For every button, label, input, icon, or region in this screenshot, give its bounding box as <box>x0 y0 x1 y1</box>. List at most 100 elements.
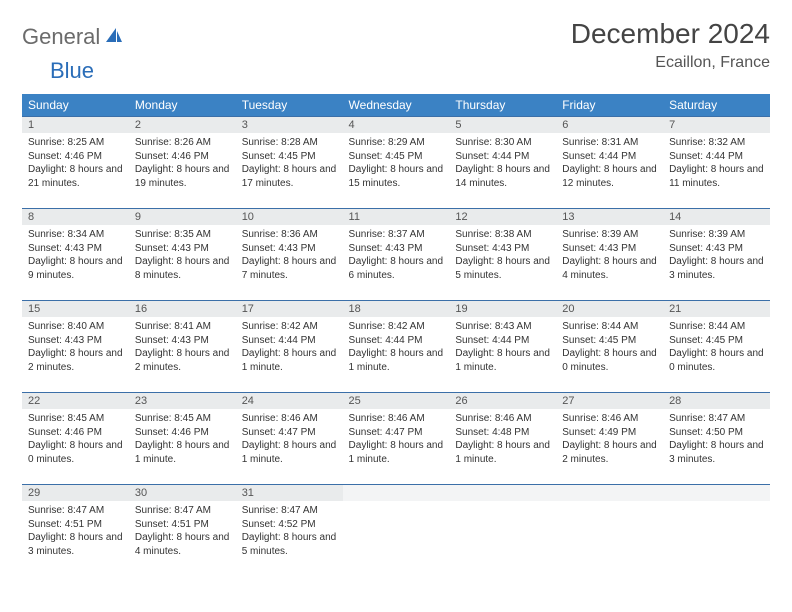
day-details: Sunrise: 8:37 AMSunset: 4:43 PMDaylight:… <box>343 225 450 285</box>
day-number: 17 <box>236 301 343 317</box>
daylight-text: Daylight: 8 hours and 17 minutes. <box>242 163 337 190</box>
calendar-day-cell: 14Sunrise: 8:39 AMSunset: 4:43 PMDayligh… <box>663 209 770 301</box>
sunset-text: Sunset: 4:44 PM <box>562 150 657 164</box>
day-number: 8 <box>22 209 129 225</box>
weekday-header: Tuesday <box>236 94 343 117</box>
day-details: Sunrise: 8:47 AMSunset: 4:51 PMDaylight:… <box>22 501 129 561</box>
calendar-week-row: 15Sunrise: 8:40 AMSunset: 4:43 PMDayligh… <box>22 301 770 393</box>
logo-word1: General <box>22 24 100 50</box>
day-details: Sunrise: 8:39 AMSunset: 4:43 PMDaylight:… <box>663 225 770 285</box>
sunset-text: Sunset: 4:44 PM <box>669 150 764 164</box>
sunset-text: Sunset: 4:51 PM <box>28 518 123 532</box>
sunrise-text: Sunrise: 8:40 AM <box>28 320 123 334</box>
sunrise-text: Sunrise: 8:46 AM <box>349 412 444 426</box>
sunrise-text: Sunrise: 8:41 AM <box>135 320 230 334</box>
calendar-day-cell: 19Sunrise: 8:43 AMSunset: 4:44 PMDayligh… <box>449 301 556 393</box>
sunset-text: Sunset: 4:47 PM <box>242 426 337 440</box>
calendar-day-cell: 20Sunrise: 8:44 AMSunset: 4:45 PMDayligh… <box>556 301 663 393</box>
daylight-text: Daylight: 8 hours and 1 minute. <box>135 439 230 466</box>
daylight-text: Daylight: 8 hours and 15 minutes. <box>349 163 444 190</box>
day-number: 19 <box>449 301 556 317</box>
daylight-text: Daylight: 8 hours and 4 minutes. <box>562 255 657 282</box>
daylight-text: Daylight: 8 hours and 1 minute. <box>349 439 444 466</box>
calendar-empty-cell <box>449 485 556 577</box>
day-details: Sunrise: 8:46 AMSunset: 4:49 PMDaylight:… <box>556 409 663 469</box>
calendar-day-cell: 16Sunrise: 8:41 AMSunset: 4:43 PMDayligh… <box>129 301 236 393</box>
calendar-day-cell: 29Sunrise: 8:47 AMSunset: 4:51 PMDayligh… <box>22 485 129 577</box>
weekday-header: Friday <box>556 94 663 117</box>
daylight-text: Daylight: 8 hours and 5 minutes. <box>455 255 550 282</box>
sunset-text: Sunset: 4:43 PM <box>28 242 123 256</box>
sunset-text: Sunset: 4:46 PM <box>28 150 123 164</box>
day-details: Sunrise: 8:42 AMSunset: 4:44 PMDaylight:… <box>343 317 450 377</box>
day-number: 6 <box>556 117 663 133</box>
daylight-text: Daylight: 8 hours and 11 minutes. <box>669 163 764 190</box>
sunrise-text: Sunrise: 8:32 AM <box>669 136 764 150</box>
sunset-text: Sunset: 4:43 PM <box>135 334 230 348</box>
sunset-text: Sunset: 4:44 PM <box>349 334 444 348</box>
calendar-day-cell: 30Sunrise: 8:47 AMSunset: 4:51 PMDayligh… <box>129 485 236 577</box>
sunset-text: Sunset: 4:43 PM <box>242 242 337 256</box>
calendar-day-cell: 26Sunrise: 8:46 AMSunset: 4:48 PMDayligh… <box>449 393 556 485</box>
day-details: Sunrise: 8:43 AMSunset: 4:44 PMDaylight:… <box>449 317 556 377</box>
day-details: Sunrise: 8:40 AMSunset: 4:43 PMDaylight:… <box>22 317 129 377</box>
sunrise-text: Sunrise: 8:39 AM <box>669 228 764 242</box>
sunset-text: Sunset: 4:49 PM <box>562 426 657 440</box>
calendar-table: SundayMondayTuesdayWednesdayThursdayFrid… <box>22 94 770 577</box>
day-number: 18 <box>343 301 450 317</box>
weekday-header-row: SundayMondayTuesdayWednesdayThursdayFrid… <box>22 94 770 117</box>
daylight-text: Daylight: 8 hours and 0 minutes. <box>669 347 764 374</box>
sunset-text: Sunset: 4:43 PM <box>669 242 764 256</box>
day-details: Sunrise: 8:47 AMSunset: 4:50 PMDaylight:… <box>663 409 770 469</box>
daylight-text: Daylight: 8 hours and 1 minute. <box>349 347 444 374</box>
day-number: 2 <box>129 117 236 133</box>
calendar-day-cell: 5Sunrise: 8:30 AMSunset: 4:44 PMDaylight… <box>449 117 556 209</box>
logo: General <box>22 18 126 50</box>
calendar-day-cell: 24Sunrise: 8:46 AMSunset: 4:47 PMDayligh… <box>236 393 343 485</box>
day-number: 5 <box>449 117 556 133</box>
sunset-text: Sunset: 4:46 PM <box>135 426 230 440</box>
daylight-text: Daylight: 8 hours and 21 minutes. <box>28 163 123 190</box>
sunrise-text: Sunrise: 8:42 AM <box>242 320 337 334</box>
sunset-text: Sunset: 4:50 PM <box>669 426 764 440</box>
day-number: 15 <box>22 301 129 317</box>
day-details: Sunrise: 8:44 AMSunset: 4:45 PMDaylight:… <box>556 317 663 377</box>
month-title: December 2024 <box>571 18 770 50</box>
sunset-text: Sunset: 4:43 PM <box>349 242 444 256</box>
day-number: 14 <box>663 209 770 225</box>
sunrise-text: Sunrise: 8:46 AM <box>242 412 337 426</box>
sunrise-text: Sunrise: 8:46 AM <box>455 412 550 426</box>
day-details: Sunrise: 8:25 AMSunset: 4:46 PMDaylight:… <box>22 133 129 193</box>
sunrise-text: Sunrise: 8:47 AM <box>242 504 337 518</box>
calendar-week-row: 22Sunrise: 8:45 AMSunset: 4:46 PMDayligh… <box>22 393 770 485</box>
calendar-day-cell: 2Sunrise: 8:26 AMSunset: 4:46 PMDaylight… <box>129 117 236 209</box>
calendar-day-cell: 1Sunrise: 8:25 AMSunset: 4:46 PMDaylight… <box>22 117 129 209</box>
day-details: Sunrise: 8:31 AMSunset: 4:44 PMDaylight:… <box>556 133 663 193</box>
day-details: Sunrise: 8:32 AMSunset: 4:44 PMDaylight:… <box>663 133 770 193</box>
sunset-text: Sunset: 4:44 PM <box>242 334 337 348</box>
day-number: 16 <box>129 301 236 317</box>
calendar-day-cell: 12Sunrise: 8:38 AMSunset: 4:43 PMDayligh… <box>449 209 556 301</box>
sunrise-text: Sunrise: 8:29 AM <box>349 136 444 150</box>
sunrise-text: Sunrise: 8:31 AM <box>562 136 657 150</box>
sunrise-text: Sunrise: 8:38 AM <box>455 228 550 242</box>
sunset-text: Sunset: 4:45 PM <box>669 334 764 348</box>
sunset-text: Sunset: 4:44 PM <box>455 334 550 348</box>
weekday-header: Monday <box>129 94 236 117</box>
calendar-empty-cell <box>343 485 450 577</box>
calendar-day-cell: 15Sunrise: 8:40 AMSunset: 4:43 PMDayligh… <box>22 301 129 393</box>
sunrise-text: Sunrise: 8:45 AM <box>135 412 230 426</box>
calendar-day-cell: 27Sunrise: 8:46 AMSunset: 4:49 PMDayligh… <box>556 393 663 485</box>
weekday-header: Thursday <box>449 94 556 117</box>
day-number: 7 <box>663 117 770 133</box>
sunset-text: Sunset: 4:44 PM <box>455 150 550 164</box>
calendar-day-cell: 9Sunrise: 8:35 AMSunset: 4:43 PMDaylight… <box>129 209 236 301</box>
day-number: 29 <box>22 485 129 501</box>
day-details: Sunrise: 8:30 AMSunset: 4:44 PMDaylight:… <box>449 133 556 193</box>
day-number: 23 <box>129 393 236 409</box>
day-details: Sunrise: 8:46 AMSunset: 4:48 PMDaylight:… <box>449 409 556 469</box>
sunrise-text: Sunrise: 8:47 AM <box>135 504 230 518</box>
day-details: Sunrise: 8:44 AMSunset: 4:45 PMDaylight:… <box>663 317 770 377</box>
day-details: Sunrise: 8:28 AMSunset: 4:45 PMDaylight:… <box>236 133 343 193</box>
sunset-text: Sunset: 4:46 PM <box>28 426 123 440</box>
